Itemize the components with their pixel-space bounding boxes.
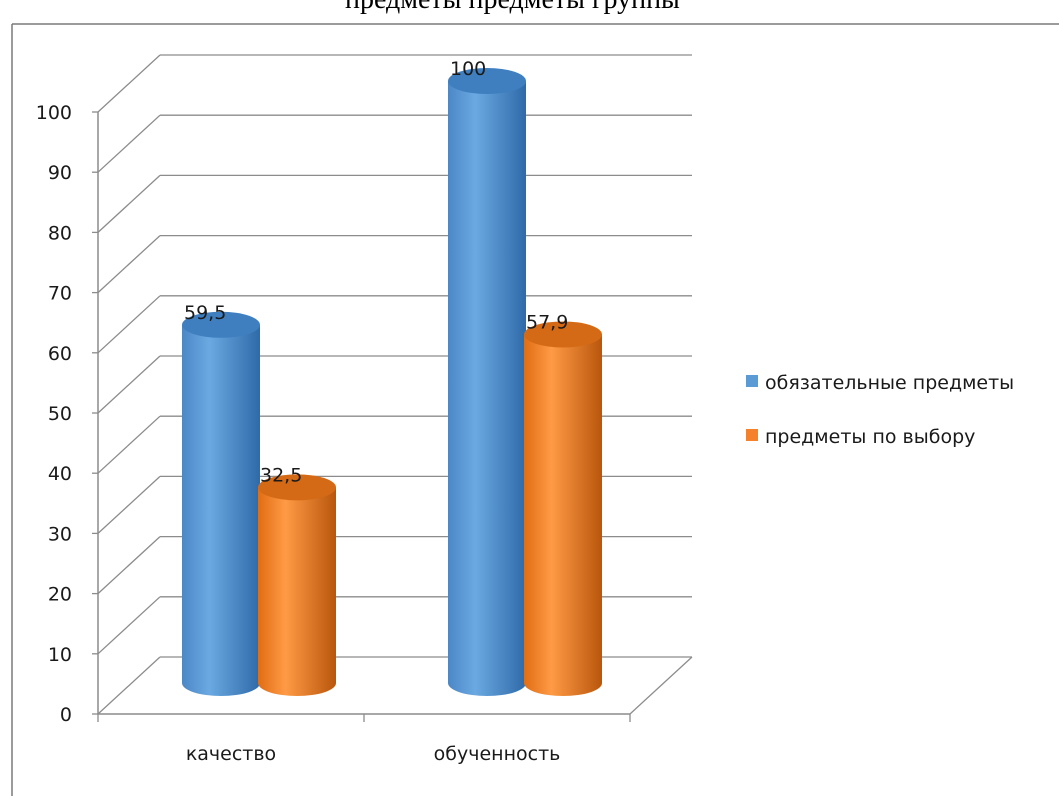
floor-left-edge: [97, 656, 161, 715]
legend: обязательные предметы предметы по выбору: [746, 372, 1014, 448]
gridline-side: [97, 54, 161, 113]
bar-0-0: [182, 311, 260, 696]
y-tick-label: 100: [36, 102, 72, 124]
chart-title: предметы предметы группы: [345, 0, 680, 15]
x-category-label: качество: [186, 743, 276, 765]
gridline-side: [97, 536, 161, 595]
bar-1-0: [258, 474, 336, 696]
gridline-side: [97, 415, 161, 474]
legend-label-series-1: предметы по выбору: [765, 426, 975, 448]
data-labels: 59,5 32,5 100 57,9: [184, 58, 568, 486]
y-tick-label: 90: [48, 162, 72, 184]
data-label: 59,5: [184, 302, 226, 324]
bar-1-1: [524, 321, 602, 696]
gridline-side: [97, 174, 161, 233]
gridline-side: [97, 295, 161, 354]
legend-swatch-series-1: [746, 429, 758, 441]
bar-top: [524, 321, 602, 348]
legend-swatch-series-0: [746, 375, 758, 387]
bar-body: [182, 324, 260, 696]
y-tick-label: 10: [48, 644, 72, 666]
gridline-side: [97, 355, 161, 414]
data-label: 57,9: [526, 311, 568, 333]
bar-top: [448, 68, 526, 94]
y-tick-label: 70: [48, 283, 72, 305]
y-tick-label: 50: [48, 403, 72, 425]
y-tick-label: 80: [48, 222, 72, 244]
y-axis-ticks: 0 10 20 30 40 50 60 70 80 90 100: [36, 102, 72, 726]
bar-body: [524, 334, 602, 696]
floor-right-edge: [629, 656, 693, 715]
bar-top: [182, 311, 260, 338]
bars: [182, 68, 602, 696]
y-tick-label: 60: [48, 343, 72, 365]
data-label: 100: [450, 58, 486, 80]
y-tick-label: 20: [48, 584, 72, 606]
legend-label-series-0: обязательные предметы: [765, 372, 1014, 394]
y-tick-label: 40: [48, 463, 72, 485]
bar-body: [448, 81, 526, 696]
gridline-side: [97, 475, 161, 534]
bar-body: [258, 487, 336, 696]
gridline-side: [97, 235, 161, 294]
y-tick-label: 30: [48, 523, 72, 545]
bar-0-1: [448, 68, 526, 696]
x-category-label: обученность: [434, 743, 561, 765]
x-axis-categories: качество обученность: [186, 743, 561, 765]
gridline-side: [97, 114, 161, 173]
bar-top: [258, 474, 336, 501]
y-tick-label: 0: [60, 704, 72, 726]
data-label: 32,5: [260, 464, 302, 486]
gridline-side: [97, 596, 161, 655]
